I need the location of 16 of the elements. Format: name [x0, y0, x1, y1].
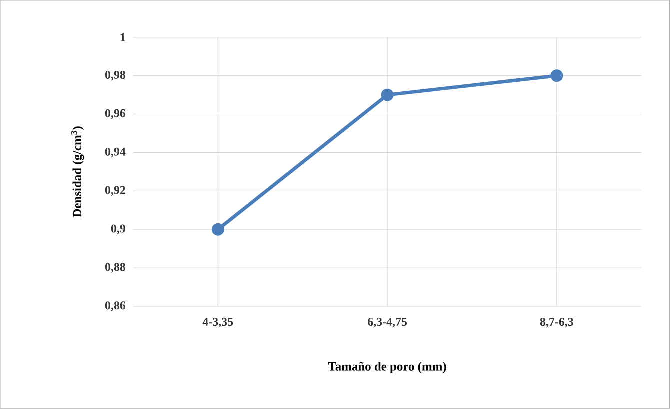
x-tick-label: 6,3-4,75 [368, 318, 407, 328]
x-axis-title: Tamaño de poro (mm) [328, 362, 446, 374]
x-tick-label: 4-3,35 [202, 318, 234, 328]
point [212, 223, 224, 236]
y-tick-label: 0,98 [105, 70, 126, 81]
point [550, 70, 564, 82]
y-tick-label: 0,94 [105, 148, 126, 158]
y-axis-title: Densidad (g/cm$^{3}$) [71, 126, 84, 218]
point [381, 88, 394, 102]
y-tick-label: 1 [120, 33, 126, 42]
y-tick-label: 0,9 [111, 224, 126, 235]
y-tick-label: 0,96 [105, 109, 126, 120]
y-tick-label: 0,92 [105, 186, 126, 196]
y-tick-label: 0,88 [105, 263, 126, 273]
x-tick-label: 8,7-6,3 [540, 318, 574, 328]
y-tick-label: 0,86 [105, 302, 126, 312]
